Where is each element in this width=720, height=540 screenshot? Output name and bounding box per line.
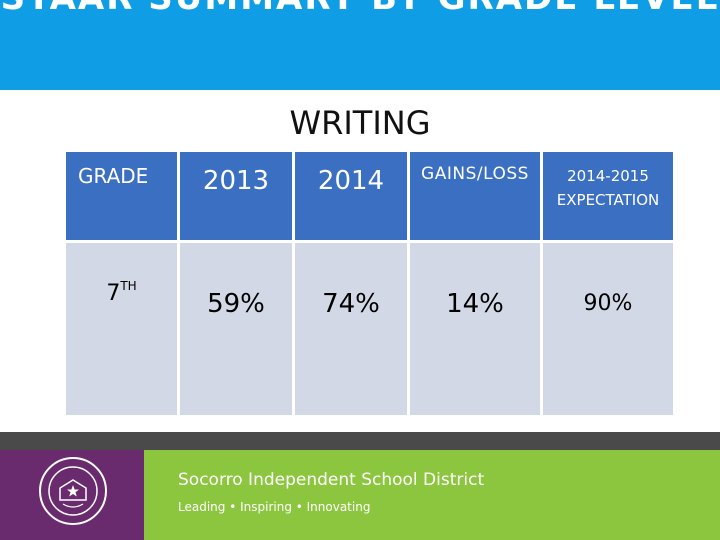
- header-gains-loss: GAINS/LOSS: [410, 152, 540, 240]
- header-expectation-label: EXPECTATION: [556, 191, 660, 209]
- header-expectation-year: 2014-2015: [567, 167, 649, 185]
- cell-2014: 74%: [295, 240, 407, 415]
- footer-district-name: Socorro Independent School District: [178, 470, 485, 490]
- cell-expectation: 90%: [543, 240, 673, 415]
- header-2013: 2013: [180, 152, 292, 240]
- cell-2013: 59%: [180, 240, 292, 415]
- header-2014: 2014: [295, 152, 407, 240]
- footer-divider-bar: [0, 432, 720, 450]
- table-row: 7TH 59% 74% 14% 90%: [66, 240, 673, 415]
- header-grade: GRADE: [66, 152, 177, 240]
- grade-suffix: TH: [120, 279, 137, 293]
- title-banner: STAAR SUMMARY BY GRADE LEVEL: [0, 0, 720, 90]
- staar-summary-table: GRADE 2013 2014 GAINS/LOSS 2014-2015 EXP…: [63, 152, 676, 415]
- cell-grade: 7TH: [66, 240, 177, 415]
- cell-gains-loss: 14%: [410, 240, 540, 415]
- slide-title: STAAR SUMMARY BY GRADE LEVEL: [0, 0, 720, 18]
- footer-logo-panel: [0, 450, 144, 540]
- table-header-row: GRADE 2013 2014 GAINS/LOSS 2014-2015 EXP…: [66, 152, 673, 240]
- footer-tagline: Leading • Inspiring • Innovating: [178, 500, 371, 514]
- grade-number: 7: [106, 281, 121, 306]
- header-expectation: 2014-2015 EXPECTATION: [543, 152, 673, 240]
- district-seal-icon: [39, 457, 107, 525]
- slide-subtitle: WRITING: [289, 104, 431, 142]
